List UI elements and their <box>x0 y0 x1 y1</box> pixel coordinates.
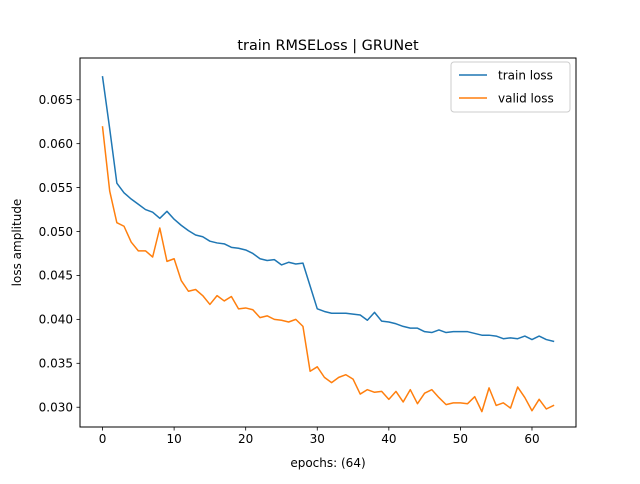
legend-label-train-loss: train loss <box>498 69 553 83</box>
x-tick-label: 60 <box>524 432 539 446</box>
chart-title: train RMSELoss | GRUNet <box>237 38 419 54</box>
y-tick-label: 0.030 <box>39 401 73 415</box>
x-axis-ticks: 0 10 20 30 40 50 60 <box>99 427 540 446</box>
series-line-valid-loss <box>101 126 555 413</box>
x-tick-label: 40 <box>381 432 396 446</box>
y-tick-label: 0.065 <box>39 93 73 107</box>
x-tick-label: 10 <box>166 432 181 446</box>
x-tick-label: 50 <box>453 432 468 446</box>
y-tick-label: 0.060 <box>39 137 73 151</box>
y-axis-label: loss amplitude <box>10 199 24 287</box>
y-tick-label: 0.045 <box>39 269 73 283</box>
y-tick-label: 0.055 <box>39 181 73 195</box>
x-tick-label: 30 <box>310 432 325 446</box>
x-axis-label: epochs: (64) <box>290 456 365 470</box>
legend-label-valid-loss: valid loss <box>498 92 554 106</box>
x-tick-label: 20 <box>238 432 253 446</box>
y-tick-label: 0.035 <box>39 357 73 371</box>
x-tick-label: 0 <box>99 432 107 446</box>
plot-area-frame <box>79 57 577 428</box>
series-lines <box>101 76 555 413</box>
y-axis-ticks: 0.030 0.035 0.040 0.045 0.050 0.055 0.060 0.065 <box>39 93 80 415</box>
series-line-train-loss <box>101 76 555 343</box>
y-tick-label: 0.040 <box>39 313 73 327</box>
y-tick-label: 0.050 <box>39 225 73 239</box>
legend: train loss valid loss <box>450 61 571 113</box>
